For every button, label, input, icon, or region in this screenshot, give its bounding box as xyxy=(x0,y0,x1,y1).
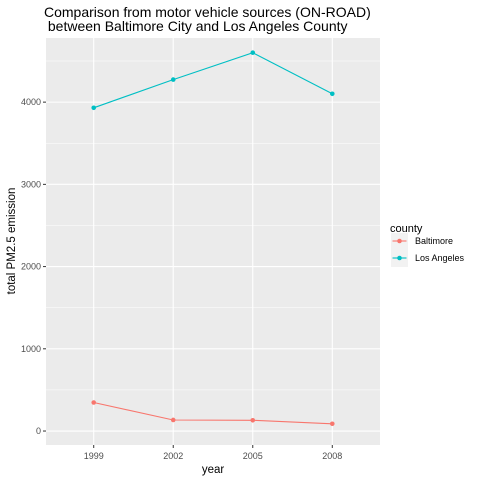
data-point xyxy=(250,50,256,55)
x-axis: 1999 2002 2005 2008 xyxy=(84,445,342,461)
y-axis-title: total PM2.5 emission xyxy=(6,188,18,295)
y-tick-label: 2000 xyxy=(21,262,41,272)
series-layer xyxy=(91,50,335,427)
series-line xyxy=(93,52,333,109)
y-tick-label: 3000 xyxy=(21,179,41,189)
data-point xyxy=(250,418,256,423)
x-tick-label: 2005 xyxy=(243,451,263,461)
series-baltimore xyxy=(91,400,335,427)
legend-keys: Baltimore Los Angeles xyxy=(391,233,465,267)
major-gridlines xyxy=(46,38,380,445)
data-point xyxy=(170,77,176,82)
legend-label: Baltimore xyxy=(415,236,453,246)
plot-panel xyxy=(46,38,380,445)
chart-title-line-1: Comparison from motor vehicle sources (O… xyxy=(44,4,371,20)
data-point xyxy=(170,417,176,423)
chart-title-line-2: between Baltimore City and Los Angeles C… xyxy=(44,18,348,34)
y-axis: 0 1000 2000 3000 4000 xyxy=(21,97,46,436)
data-point xyxy=(91,105,97,111)
legend-key-point xyxy=(397,255,402,261)
data-point xyxy=(91,400,97,405)
legend-label: Los Angeles xyxy=(415,253,465,263)
y-tick-label: 0 xyxy=(36,426,41,436)
legend-title: county xyxy=(390,223,423,235)
series-line xyxy=(93,401,333,425)
x-axis-title: year xyxy=(202,464,225,476)
series-los-angeles xyxy=(91,50,335,111)
x-tick-label: 1999 xyxy=(84,451,104,461)
data-point xyxy=(329,91,335,97)
legend: county Baltimore Los Angeles xyxy=(390,223,465,267)
y-tick-label: 4000 xyxy=(21,97,41,107)
legend-key-point xyxy=(397,238,402,244)
x-tick-label: 2002 xyxy=(163,451,183,461)
minor-gridlines xyxy=(46,60,380,391)
y-tick-label: 1000 xyxy=(21,344,41,354)
x-tick-label: 2008 xyxy=(322,451,342,461)
data-point xyxy=(329,421,335,427)
